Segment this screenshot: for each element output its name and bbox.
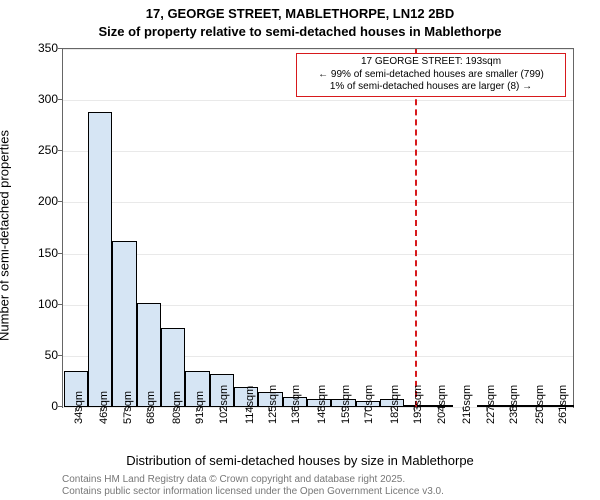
y-axis-label: Number of semi-detached properties	[0, 130, 12, 341]
ytick-mark	[58, 48, 62, 49]
gridline	[63, 100, 573, 101]
ytick-label: 50	[18, 348, 58, 362]
annotation-line2: ← 99% of semi-detached houses are smalle…	[302, 69, 560, 82]
ytick-label: 350	[18, 41, 58, 55]
chart-title-line2: Size of property relative to semi-detach…	[0, 24, 600, 39]
annotation-box: 17 GEORGE STREET: 193sqm ← 99% of semi-d…	[296, 53, 566, 97]
ytick-label: 300	[18, 92, 58, 106]
ytick-mark	[58, 253, 62, 254]
gridline	[63, 151, 573, 152]
gridline	[63, 202, 573, 203]
chart-container: 17, GEORGE STREET, MABLETHORPE, LN12 2BD…	[0, 0, 600, 500]
ytick-label: 200	[18, 194, 58, 208]
chart-title-line1: 17, GEORGE STREET, MABLETHORPE, LN12 2BD	[0, 6, 600, 21]
gridline	[63, 254, 573, 255]
footer-line2: Contains public sector information licen…	[62, 486, 444, 497]
ytick-label: 250	[18, 143, 58, 157]
ytick-label: 100	[18, 297, 58, 311]
histogram-bar	[88, 112, 112, 407]
ytick-label: 150	[18, 246, 58, 260]
ytick-mark	[58, 355, 62, 356]
footer-line1: Contains HM Land Registry data © Crown c…	[62, 474, 405, 485]
ytick-mark	[58, 201, 62, 202]
ytick-label: 0	[18, 399, 58, 413]
ytick-mark	[58, 406, 62, 407]
highlight-line	[415, 49, 417, 407]
ytick-mark	[58, 99, 62, 100]
plot-area	[62, 48, 574, 408]
ytick-mark	[58, 304, 62, 305]
annotation-line1: 17 GEORGE STREET: 193sqm	[302, 56, 560, 69]
histogram-bar	[112, 241, 136, 407]
x-axis-label: Distribution of semi-detached houses by …	[0, 453, 600, 468]
annotation-line3: 1% of semi-detached houses are larger (8…	[302, 81, 560, 94]
gridline	[63, 49, 573, 50]
ytick-mark	[58, 150, 62, 151]
